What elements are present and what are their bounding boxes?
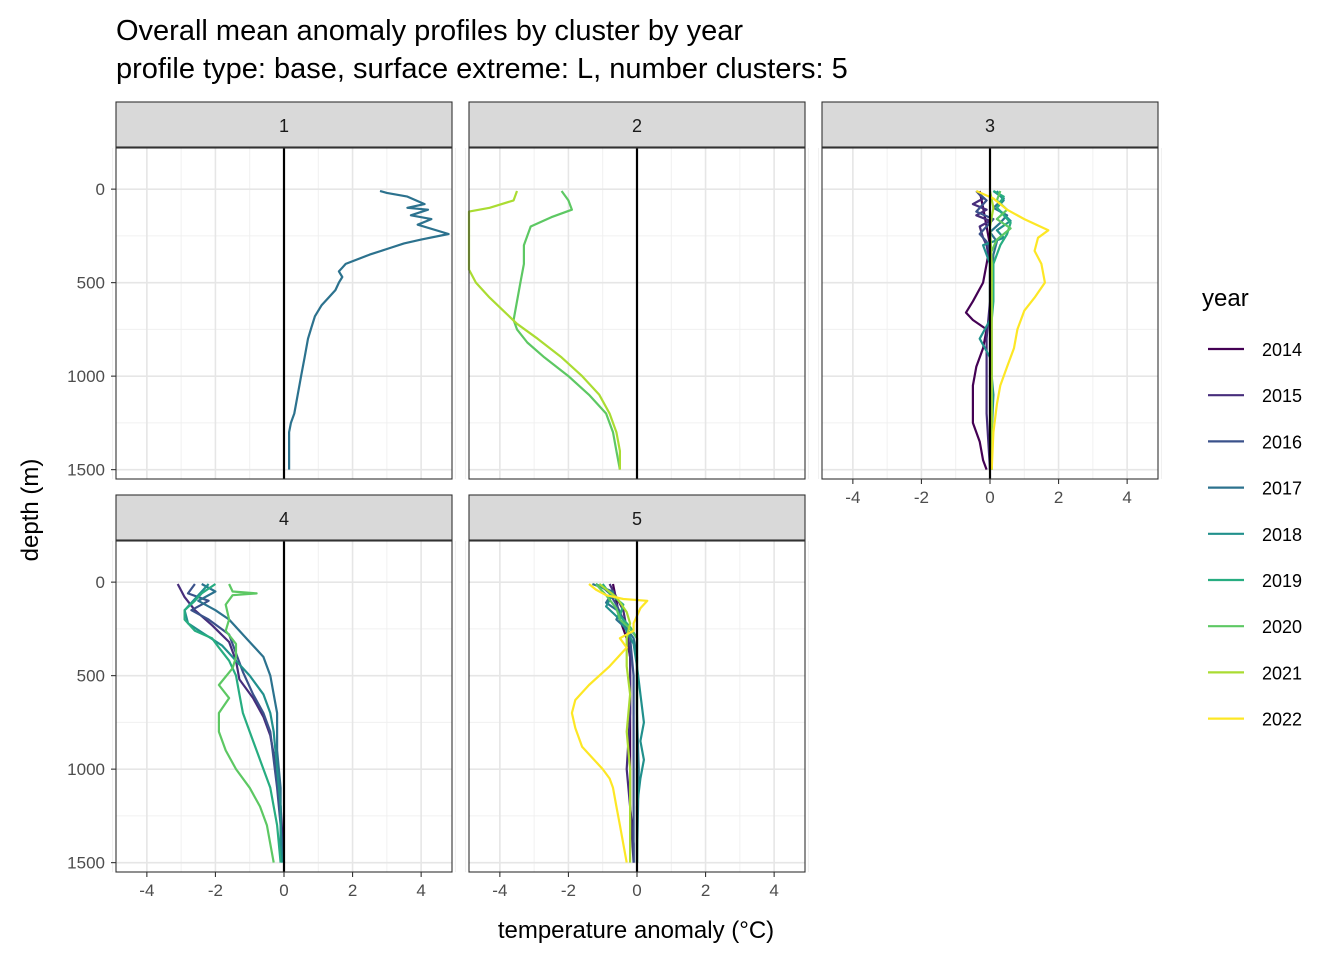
legend: year 2014 2015 2016 2017 2018 2019 2020 2021 202… — [1202, 285, 1302, 730]
legend-title: year — [1202, 285, 1249, 312]
legend-item-2022: 2022 — [1208, 710, 1302, 730]
series-line-2021 — [598, 583, 632, 863]
legend-label: 2021 — [1262, 663, 1302, 683]
series-line-2017 — [197, 583, 284, 863]
chart-title: Overall mean anomaly profiles by cluster… — [116, 15, 743, 47]
strip-label-1: 1 — [279, 116, 289, 136]
x-tick-label: 4 — [416, 881, 425, 900]
x-tick-label: 2 — [1054, 488, 1063, 507]
x-tick-label: -2 — [561, 881, 576, 900]
y-tick-label: 1500 — [67, 854, 105, 873]
legend-label: 2018 — [1262, 525, 1302, 545]
legend-label: 2020 — [1262, 617, 1302, 637]
legend-label: 2016 — [1262, 432, 1302, 452]
panel-1: 1 0 500 1000 1500 — [67, 101, 456, 480]
panel-3: 3 -4 -2 0 2 4 — [818, 101, 1162, 507]
strip-label-2: 2 — [632, 116, 642, 136]
strip-label-3: 3 — [985, 116, 995, 136]
legend-label: 2015 — [1262, 386, 1302, 406]
series-line-2021 — [467, 190, 621, 470]
x-tick-label: -4 — [139, 881, 154, 900]
series-line-2021 — [988, 190, 995, 470]
panel-4: 4 0 500 1000 1500 -4 -2 0 2 4 — [67, 494, 456, 900]
panels-group: 1 0 500 1000 1500 2 3 -4 -2 0 2 4 4 0 500 1000 1500 -4 -2 0… — [67, 101, 1162, 900]
legend-item-2018: 2018 — [1208, 525, 1302, 545]
series-line-2022 — [975, 189, 1050, 470]
y-tick-label: 1500 — [67, 461, 105, 480]
legend-label: 2022 — [1262, 710, 1302, 730]
legend-item-2016: 2016 — [1208, 432, 1302, 452]
x-tick-label: 2 — [701, 881, 710, 900]
strip-3 — [821, 101, 1159, 148]
panel-2: 2 — [465, 101, 809, 480]
legend-label: 2019 — [1262, 571, 1302, 591]
strip-label-5: 5 — [632, 509, 642, 529]
legend-item-2015: 2015 — [1208, 386, 1302, 406]
y-tick-label: 500 — [77, 667, 105, 686]
x-tick-label: 0 — [985, 488, 994, 507]
legend-item-2020: 2020 — [1208, 617, 1302, 637]
y-tick-label: 0 — [96, 180, 105, 199]
panel-border — [115, 147, 453, 480]
x-tick-label: -4 — [492, 881, 507, 900]
x-tick-label: 4 — [1122, 488, 1131, 507]
y-axis-title: depth (m) — [17, 459, 44, 562]
legend-item-2014: 2014 — [1208, 340, 1302, 360]
series-line-2018 — [595, 583, 645, 863]
legend-item-2021: 2021 — [1208, 663, 1302, 683]
series-line-2022 — [570, 583, 649, 863]
series-line-2019 — [183, 583, 282, 863]
y-tick-label: 500 — [77, 274, 105, 293]
strip-label-4: 4 — [279, 509, 289, 529]
legend-item-2017: 2017 — [1208, 479, 1302, 499]
y-tick-label: 1000 — [67, 760, 105, 779]
x-tick-label: -2 — [208, 881, 223, 900]
strip-4 — [115, 494, 453, 541]
y-tick-label: 1000 — [67, 367, 105, 386]
series-line-2020 — [217, 583, 275, 863]
panel-border — [468, 147, 806, 480]
strip-2 — [468, 101, 806, 148]
legend-item-2019: 2019 — [1208, 571, 1302, 591]
strip-5 — [468, 494, 806, 541]
x-tick-label: 2 — [348, 881, 357, 900]
x-tick-label: -2 — [914, 488, 929, 507]
y-tick-label: 0 — [96, 573, 105, 592]
chart-subtitle: profile type: base, surface extreme: L, … — [116, 53, 848, 85]
x-tick-label: -4 — [845, 488, 860, 507]
x-tick-label: 0 — [632, 881, 641, 900]
legend-label: 2017 — [1262, 479, 1302, 499]
strip-1 — [115, 101, 453, 148]
x-axis-title: temperature anomaly (°C) — [498, 917, 774, 944]
series-line-2018 — [183, 583, 284, 863]
panel-5: 5 -4 -2 0 2 4 — [465, 494, 809, 900]
x-tick-label: 4 — [769, 881, 778, 900]
x-tick-label: 0 — [279, 881, 288, 900]
legend-label: 2014 — [1262, 340, 1302, 360]
series-line-2020 — [512, 190, 621, 470]
series-line-2017 — [288, 189, 450, 470]
